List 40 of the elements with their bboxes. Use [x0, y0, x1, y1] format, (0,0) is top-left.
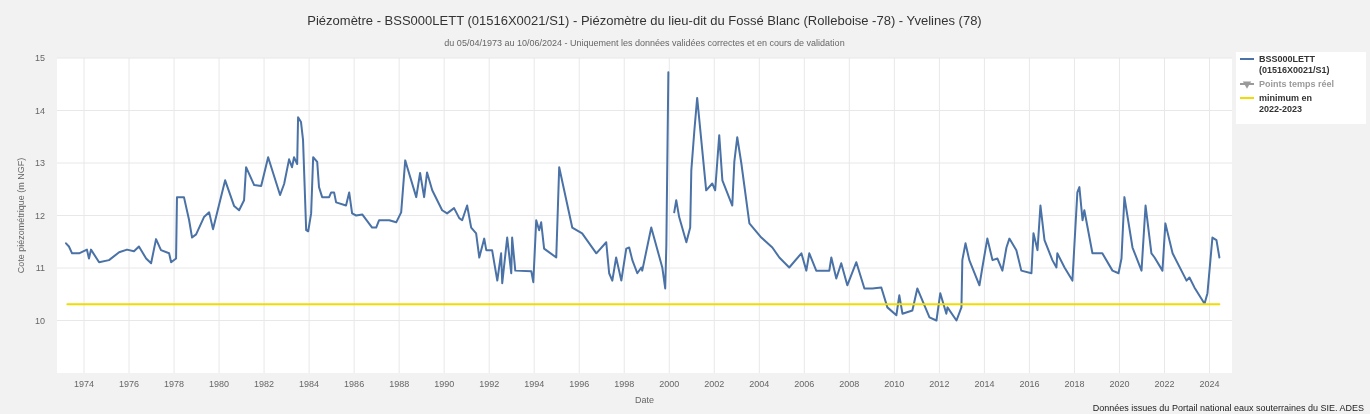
x-tick-label: 1994 [524, 379, 545, 389]
x-tick-label: 2024 [1199, 379, 1220, 389]
x-tick-label: 1988 [389, 379, 410, 389]
x-tick-label: 1976 [119, 379, 140, 389]
x-tick-label: 2018 [1064, 379, 1085, 389]
y-tick-label: 10 [34, 315, 45, 326]
x-axis-title: Date [634, 395, 655, 405]
x-tick-label: 1978 [164, 379, 185, 389]
x-tick-label: 2010 [884, 379, 905, 389]
legend-label: BSS000LETT (01516X0021/S1) [1259, 54, 1330, 75]
text: Données issues du Portail national eaux souterraines du SIE. ADES [1092, 403, 1364, 413]
x-tick-label: 2004 [749, 379, 770, 389]
x-tick-label: 2006 [794, 379, 815, 389]
y-tick-label: 11 [35, 263, 45, 273]
x-tick-label: 1992 [479, 379, 500, 389]
x-tick-label: 2020 [1109, 379, 1130, 389]
x-tick-label: 2012 [929, 379, 950, 389]
x-tick-label: 1990 [434, 379, 455, 389]
x-tick-label: 2002 [704, 379, 725, 389]
x-tick-label: 2014 [974, 379, 995, 389]
y-tick-label: 15 [34, 53, 45, 63]
legend-label: minimum en 2022-2023 [1259, 93, 1313, 114]
chart-title: Piézomètre - BSS000LETT (01516X0021/S1) - Piézomètre du lieu-dit du Fossé Blanc (Rolleboise -78) - Yvelines (78) [307, 13, 982, 28]
chart-subtitle: du 05/04/1973 au 10/06/2024 - Uniquement les données validées correctes et en cours de validation [444, 38, 845, 48]
x-tick-label: 2000 [659, 379, 680, 389]
y-tick-label: 13 [34, 158, 45, 168]
y-tick-label: 12 [34, 210, 45, 221]
x-tick-label: 1986 [344, 379, 365, 389]
x-tick-label: 2022 [1154, 379, 1175, 389]
x-tick-label: 1998 [614, 379, 635, 389]
legend-label: Points temps réel [1259, 79, 1335, 89]
x-tick-label: 2008 [839, 379, 860, 389]
x-tick-label: 1974 [74, 379, 95, 389]
x-tick-label: 1984 [299, 379, 320, 389]
x-tick-label: 2016 [1019, 379, 1040, 389]
x-tick-label: 1982 [254, 379, 275, 389]
y-axis-title: Cote piézométrique (m NGF) [16, 157, 26, 274]
x-tick-label: 1996 [569, 379, 590, 389]
x-tick-label: 1980 [209, 379, 230, 389]
y-tick-label: 14 [34, 105, 45, 116]
